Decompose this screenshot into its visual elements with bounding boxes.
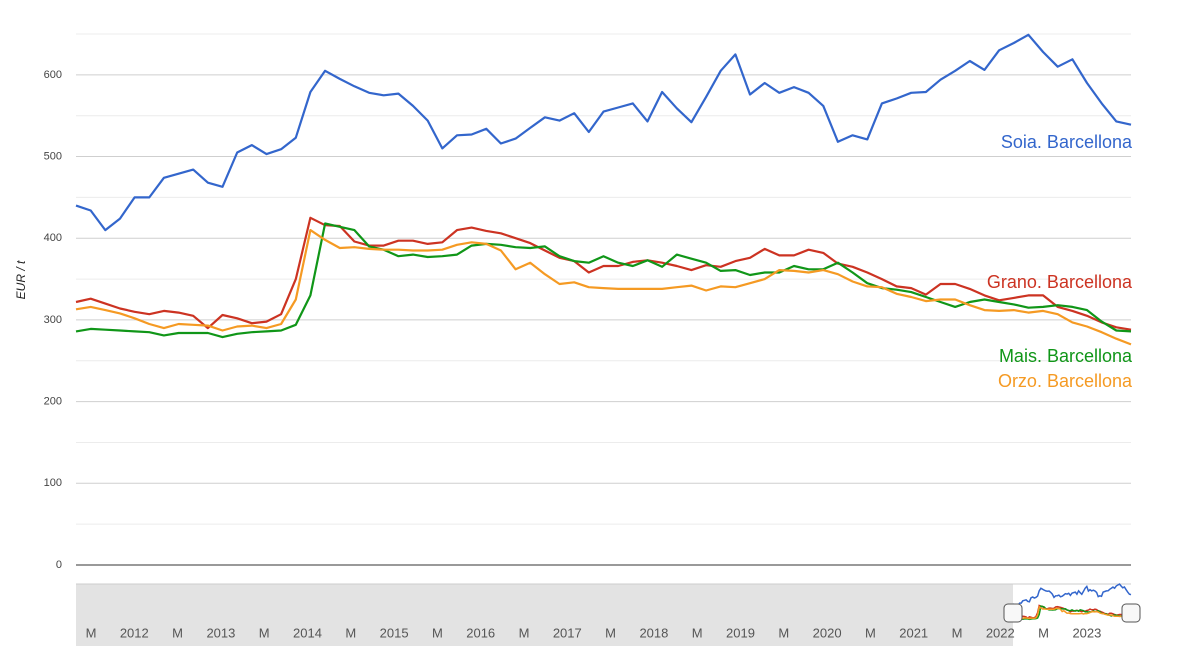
navigator-label: M xyxy=(952,625,963,640)
navigator-label: M xyxy=(605,625,616,640)
navigator-line xyxy=(1012,583,1132,608)
navigator-label: M xyxy=(865,625,876,640)
navigator-label: M xyxy=(692,625,703,640)
series-line xyxy=(75,229,1132,346)
navigator-label: 2023 xyxy=(1072,625,1101,640)
navigator-handle[interactable] xyxy=(1003,603,1023,623)
y-tick-label: 300 xyxy=(44,314,62,326)
navigator-label: M xyxy=(432,625,443,640)
navigator-label: M xyxy=(345,625,356,640)
navigator-label: 2015 xyxy=(380,625,409,640)
navigator-label: 2019 xyxy=(726,625,755,640)
navigator-label: 2017 xyxy=(553,625,582,640)
navigator-line xyxy=(1012,605,1132,621)
navigator-label: M xyxy=(1038,625,1049,640)
y-axis-label: EUR / t xyxy=(14,260,28,299)
navigator-label: 2013 xyxy=(206,625,235,640)
navigator-label: 2018 xyxy=(639,625,668,640)
navigator-background xyxy=(76,584,1013,646)
series-label: Mais. Barcellona xyxy=(999,346,1133,366)
y-tick-label: 600 xyxy=(44,69,62,81)
navigator-label: M xyxy=(86,625,97,640)
navigator-label: 2014 xyxy=(293,625,322,640)
series-label: Grano. Barcellona xyxy=(987,272,1133,292)
navigator-label: 2016 xyxy=(466,625,495,640)
y-tick-label: 500 xyxy=(44,150,62,162)
navigator-label: M xyxy=(259,625,270,640)
navigator-label: M xyxy=(172,625,183,640)
navigator-handle[interactable] xyxy=(1121,603,1141,623)
navigator-label: 2022 xyxy=(986,625,1015,640)
series-line xyxy=(75,222,1132,339)
series-line xyxy=(75,216,1132,331)
navigator-label: M xyxy=(519,625,530,640)
y-tick-label: 100 xyxy=(44,477,62,489)
navigator-label: 2012 xyxy=(120,625,149,640)
navigator-label: 2020 xyxy=(813,625,842,640)
series-line xyxy=(75,33,1132,232)
series-label: Soia. Barcellona xyxy=(1001,132,1133,152)
series-label: Orzo. Barcellona xyxy=(998,371,1133,391)
y-tick-label: 400 xyxy=(44,232,62,244)
y-tick-label: 200 xyxy=(44,396,62,408)
navigator-label: M xyxy=(778,625,789,640)
y-tick-label: 0 xyxy=(56,559,62,571)
navigator-label: 2021 xyxy=(899,625,928,640)
